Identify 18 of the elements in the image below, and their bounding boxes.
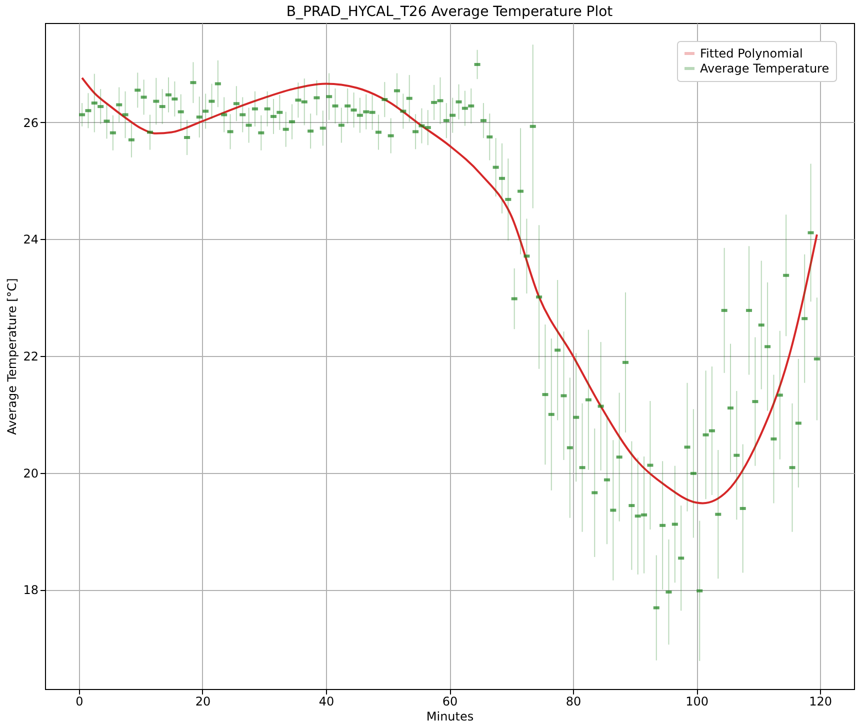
y-tick-label: 22 xyxy=(23,350,38,364)
x-tick-label: 60 xyxy=(442,694,458,708)
x-tick-label: 100 xyxy=(686,694,708,708)
legend-label: Average Temperature xyxy=(700,62,830,76)
y-axis-title: Average Temperature [°C] xyxy=(5,278,20,435)
x-axis-title: Minutes xyxy=(426,710,474,724)
x-tick-label: 80 xyxy=(566,694,582,708)
legend-label: Fitted Polynomial xyxy=(700,46,803,60)
x-tick-label: 40 xyxy=(318,694,334,708)
x-tick-label: 0 xyxy=(76,694,84,708)
y-tick-label: 20 xyxy=(23,466,38,480)
y-tick-label: 24 xyxy=(23,232,38,247)
y-tick-label: 18 xyxy=(23,583,38,598)
x-tick-label: 120 xyxy=(809,694,832,708)
line-series xyxy=(81,76,818,504)
y-tick-label: 26 xyxy=(23,116,38,130)
chart-title: B_PRAD_HYCAL_T26 Average Temperature Plot xyxy=(286,4,614,20)
x-tick-label: 20 xyxy=(195,694,211,708)
